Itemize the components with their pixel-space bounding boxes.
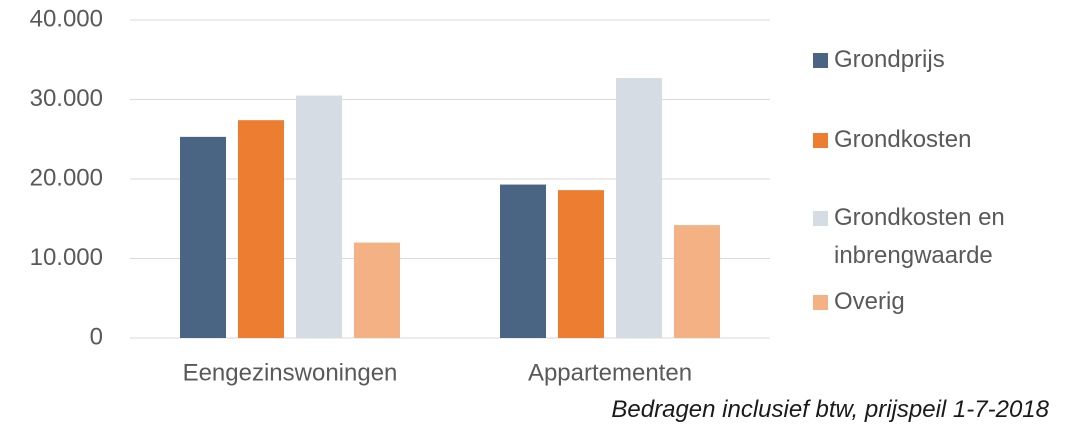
bar — [616, 78, 662, 338]
legend-item: Grondkosten — [813, 121, 1054, 159]
x-tick-label: Appartementen — [528, 359, 692, 386]
bar — [180, 136, 226, 338]
bar — [558, 190, 604, 338]
legend-swatch — [813, 133, 828, 148]
bar — [500, 184, 546, 338]
x-tick-label: Eengezinswoningen — [183, 359, 398, 386]
bar — [674, 225, 720, 338]
legend-swatch — [813, 53, 828, 68]
bar — [238, 120, 284, 338]
legend-item: Overig — [813, 283, 1054, 321]
legend-label: Grondprijs — [834, 46, 945, 73]
legend-label: Grondkosten — [834, 126, 972, 153]
bar — [354, 242, 400, 338]
y-tick-label: 40.000 — [30, 5, 103, 32]
legend-swatch — [813, 295, 828, 310]
y-tick-label: 20.000 — [30, 164, 103, 191]
bar — [296, 95, 342, 339]
annotation: Bedragen inclusief btw, prijspeil 1-7-20… — [611, 396, 1049, 423]
legend-label: Overig — [834, 288, 905, 315]
y-tick-label: 30.000 — [30, 85, 103, 112]
y-tick-label: 0 — [90, 323, 103, 350]
legend-swatch — [813, 211, 828, 226]
legend-label: Grondkosten en inbrengwaarde — [834, 204, 1005, 269]
legend-item: Grondprijs — [813, 41, 1054, 79]
y-tick-label: 10.000 — [30, 244, 103, 271]
legend-item: Grondkosten en inbrengwaarde — [813, 199, 1054, 275]
